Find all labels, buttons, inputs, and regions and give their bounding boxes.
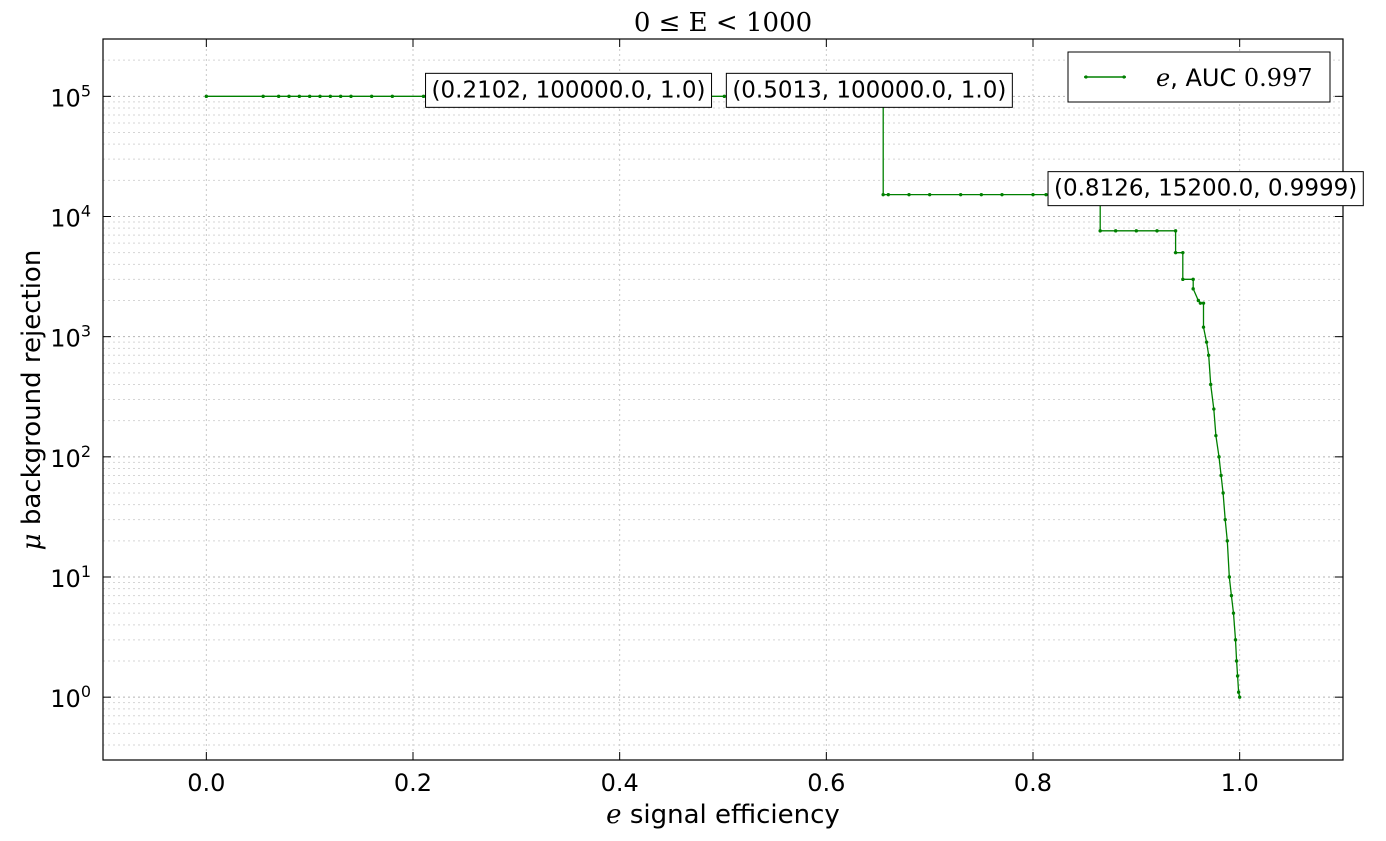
legend: e, AUC 0.997 [1067,51,1331,103]
y-tick-label: 102 [50,442,91,473]
series-point [927,192,932,197]
y-axis-label-text: background rejection [17,250,47,525]
series-e [204,94,1242,699]
series-point [328,94,333,99]
plot-frame [102,38,1344,761]
series-point [1231,611,1236,615]
series-point [1201,301,1206,305]
series-point [1173,250,1178,255]
annotation: (0.5013, 100000.0, 1.0) [725,72,1013,108]
series-point [1196,298,1201,303]
annotation: (0.2102, 100000.0, 1.0) [425,72,713,108]
series-point [1201,325,1206,329]
series-point [204,94,209,99]
axis-ticks: 0.0 0.2 0.4 0.6 0.8 1.0 100 101 102 103 104 105 [50,39,1343,797]
series-point [1173,229,1178,233]
series-point [881,192,885,197]
annotation: (0.8126, 15200.0, 0.9999) [1047,171,1364,207]
legend-marker [1122,75,1126,79]
series-point [349,94,353,99]
series-point [1233,638,1238,642]
series-point [1198,301,1203,305]
series-point [1206,353,1211,357]
series-point [1044,192,1048,197]
annotation-box [425,72,713,108]
y-tick-label: 105 [50,81,91,112]
y-tick-label: 100 [50,682,91,713]
series-point [1214,433,1218,438]
series-point [1221,491,1225,495]
series-point [1134,229,1139,233]
x-tick-label: 0.0 [187,769,225,797]
series-point [886,192,891,197]
series-point [1237,695,1242,699]
legend-auc-value: 0.997 [1244,64,1313,92]
grid [103,38,1343,761]
y-tick-label: 101 [50,562,91,593]
series-point [1000,192,1004,197]
series-point [1155,229,1159,233]
series-point [979,192,984,197]
series-point [261,94,265,99]
annotation-label: (0.5013, 100000.0, 1.0) [732,77,1006,103]
series-point [390,94,395,99]
annotation-box [725,72,1013,108]
annotation-label: (0.8126, 15200.0, 0.9999) [1054,176,1357,202]
series-point [1234,659,1239,663]
series-point [1209,382,1213,387]
series-point [1204,340,1209,344]
series-point [1235,674,1240,678]
series-point [1031,192,1035,197]
series-point [369,94,374,99]
annotations: (0.2102, 100000.0, 1.0) (0.5013, 100000.0… [425,72,1364,207]
series-point [421,94,426,99]
x-tick-label: 0.8 [1014,769,1052,797]
series-point [318,94,322,99]
series-point [907,192,911,197]
annotation-label: (0.2102, 100000.0, 1.0) [432,77,706,103]
y-axis-label: μ background rejection [17,250,47,551]
legend-series-name: e [1156,64,1170,92]
series-point [1223,517,1227,522]
x-tick-label: 0.2 [394,769,432,797]
series-point [338,94,343,99]
x-axis-label-text: signal efficiency [630,800,840,830]
chart-title: 0 ≤ E < 1000 [634,8,812,38]
series-point [958,192,963,197]
legend-entry-e: e, AUC 0.997 [1156,64,1313,92]
series-point [276,94,281,99]
series-point [1191,287,1195,291]
x-tick-label: 0.4 [601,769,639,797]
series-point [1098,229,1102,233]
series-point [1236,690,1241,694]
series-point [1219,473,1223,478]
x-tick-label: 1.0 [1221,769,1259,797]
x-tick-label: 0.6 [807,769,845,797]
series-point [1225,539,1229,543]
x-axis-label: e signal efficiency [606,800,840,830]
series-point [1113,229,1118,233]
series-point [722,94,727,99]
series-point [307,94,312,99]
series-point [1191,277,1195,282]
legend-auc-label: AUC [1185,64,1236,92]
legend-marker [1084,75,1088,79]
series-point [1212,407,1216,411]
series-point [1181,250,1185,255]
series-point [287,94,291,99]
series-point [1181,277,1185,282]
series-point [1229,593,1234,598]
x-axis-label-symbol: e [606,800,621,830]
series-point [1227,575,1232,579]
y-tick-label: 104 [50,202,91,233]
series-point [1217,455,1221,459]
y-tick-label: 103 [50,322,91,353]
series-point [297,94,302,99]
annotation-box [1047,171,1364,207]
y-axis-label-symbol: μ [17,533,47,550]
